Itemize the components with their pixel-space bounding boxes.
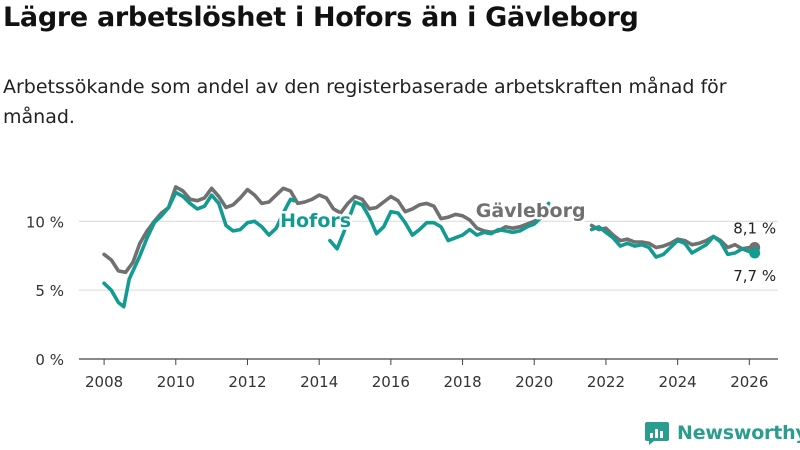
series-line-gävleborg-segment-0 [102, 185, 551, 275]
series-label-gavleborg: Gävleborg [476, 200, 586, 222]
series-line-gävleborg-segment-1 [589, 223, 757, 251]
y-tick-label: 0 % [35, 351, 64, 369]
series-end-point-hofors [749, 247, 761, 259]
end-value-label-gavleborg: 8,1 % [733, 219, 776, 237]
newsworthy-logo: Newsworthy [644, 420, 800, 446]
y-tick-label: 5 % [35, 282, 64, 300]
x-tick-label: 2020 [515, 373, 553, 391]
logo-text: Newsworthy [677, 422, 800, 444]
newsworthy-logo-icon [645, 422, 669, 445]
chart-subtitle: Arbetssökande som andel av den registerb… [3, 76, 727, 128]
x-tick-label: 2026 [730, 373, 768, 391]
chart-title: Lägre arbetslöshet i Hofors än i Gävlebo… [3, 2, 639, 33]
series-label-hofors: Hofors [280, 210, 351, 232]
series-line-hofors-segment-0 [102, 190, 296, 309]
series-line-hofors-segment-1 [328, 200, 551, 251]
x-tick-label: 2022 [587, 373, 625, 391]
x-tick-label: 2014 [300, 373, 338, 391]
x-tick-label: 2018 [443, 373, 481, 391]
y-tick-label: 10 % [26, 213, 64, 231]
x-tick-label: 2016 [372, 373, 410, 391]
x-tick-label: 2024 [659, 373, 697, 391]
x-tick-label: 2010 [157, 373, 195, 391]
x-tick-label: 2008 [85, 373, 123, 391]
x-tick-label: 2012 [228, 373, 266, 391]
end-value-label-hofors: 7,7 % [733, 267, 776, 285]
series-line-hofors-segment-2 [589, 225, 757, 259]
